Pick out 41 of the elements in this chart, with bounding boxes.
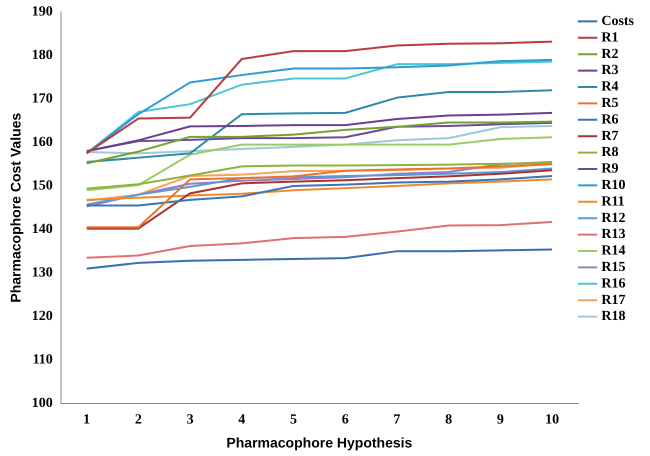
x-tick-label: 5 [290,412,298,428]
legend-label: R16 [601,276,626,292]
y-tick-label: 160 [32,135,53,150]
y-tick-label: 190 [32,4,53,20]
y-tick-label: 140 [32,222,53,238]
x-tick-label: 8 [445,412,452,428]
y-tick-label: 130 [32,266,53,281]
y-tick-label: 120 [32,309,53,324]
x-tick-label: 7 [393,412,400,428]
y-tick-label: 100 [32,396,53,412]
legend-label: Costs [601,14,635,30]
legend-label: R1 [601,30,618,46]
legend-label: R17 [601,292,626,308]
legend-label: R18 [601,309,626,324]
legend-label: R12 [601,210,626,226]
legend-label: R2 [601,46,618,62]
x-tick-label: 10 [545,412,560,428]
y-axis-title: Pharmacophore Cost Values [7,112,24,303]
legend-label: R3 [601,63,618,78]
y-tick-label: 170 [32,92,53,107]
y-tick-label: 150 [32,178,53,194]
legend-label: R11 [601,194,625,210]
x-tick-label: 4 [238,412,246,428]
legend-label: R10 [601,178,626,194]
x-tick-label: 6 [342,412,349,428]
legend-label: R9 [601,162,618,177]
legend-label: R4 [601,80,618,95]
x-tick-label: 3 [186,412,194,428]
x-tick-label: 2 [134,412,142,428]
x-tick-label: 9 [496,412,504,428]
y-tick-label: 110 [32,352,53,368]
legend-label: R5 [601,96,618,112]
legend-label: R8 [601,145,618,160]
y-tick-label: 180 [32,48,53,64]
legend-label: R7 [601,128,618,144]
legend-label: R14 [601,244,626,259]
legend-label: R13 [601,227,626,242]
x-axis-title: Pharmacophore Hypothesis [226,434,413,450]
x-tick-label: 1 [83,412,90,428]
legend-label: R15 [601,260,626,276]
legend-label: R6 [601,112,618,128]
